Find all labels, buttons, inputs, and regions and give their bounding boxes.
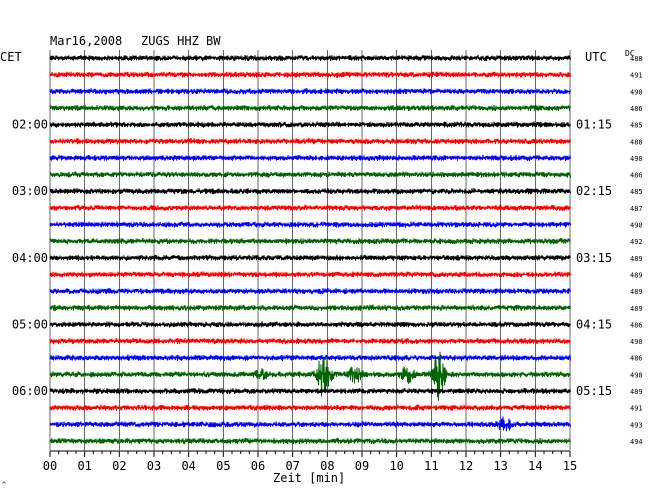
dc-value: 490 [630, 371, 643, 379]
trace-row [49, 54, 571, 62]
trace-row [49, 351, 571, 401]
right-hour-label: 04:15 [576, 317, 612, 331]
dc-value: 486 [630, 321, 643, 329]
x-axis: 00 01 02 03 04 05 06 07 08 09 10 11 12 13 14 15 [43, 450, 577, 473]
x-tick-label: 01 [77, 459, 91, 473]
dc-value: 491 [630, 72, 643, 80]
trace-row [49, 121, 571, 128]
left-timezone-label: CET [0, 50, 22, 64]
trace-row [49, 87, 571, 95]
trace-row [49, 254, 571, 262]
trace-row [49, 304, 571, 312]
x-tick-label: 11 [424, 459, 438, 473]
left-time-labels: 02:00 03:00 04:00 05:00 06:00 [12, 118, 48, 398]
x-tick-label: 02 [112, 459, 126, 473]
dc-value: 485 [630, 188, 643, 196]
right-hour-label: 03:15 [576, 251, 612, 265]
dc-value: 490 [630, 155, 643, 163]
trace-row [49, 71, 571, 79]
x-tick-label: 15 [563, 459, 577, 473]
x-tick-label: 13 [493, 459, 507, 473]
trace-row [49, 137, 571, 145]
trace-row [49, 437, 571, 445]
seismic-traces [49, 54, 571, 445]
right-hour-label: 01:15 [576, 118, 612, 132]
dc-value: 489 [630, 255, 643, 263]
trace-row [49, 170, 571, 178]
trace-row [49, 287, 571, 295]
dc-value: 491 [630, 405, 643, 413]
left-hour-label: 04:00 [12, 251, 48, 265]
right-hour-label: 05:15 [576, 384, 612, 398]
trace-row [49, 104, 571, 112]
x-tick-label: 00 [43, 459, 57, 473]
trace-row [49, 416, 571, 432]
chart-date: Mar16,2008 [50, 34, 122, 48]
x-tick-label: 03 [147, 459, 161, 473]
left-hour-label: 06:00 [12, 384, 48, 398]
chart-station: ZUGS HHZ BW [141, 34, 221, 48]
x-tick-label: 09 [355, 459, 369, 473]
x-tick-label: 10 [389, 459, 403, 473]
x-tick-label: 14 [528, 459, 542, 473]
left-hour-label: 02:00 [12, 118, 48, 132]
dc-value: 487 [630, 205, 643, 213]
right-time-labels: 01:15 02:15 03:15 04:15 05:15 [576, 118, 612, 398]
dc-value: 490 [630, 222, 643, 230]
dc-value: 494 [630, 438, 643, 446]
trace-row [49, 237, 571, 245]
dc-value: 486 [630, 105, 643, 113]
x-tick-label: 06 [251, 459, 265, 473]
x-axis-label: Zeit [min] [273, 471, 345, 485]
dc-value: 490 [630, 338, 643, 346]
x-tick-label: 07 [285, 459, 299, 473]
trace-row [49, 204, 571, 212]
x-tick-label: 08 [320, 459, 334, 473]
corner-mark: ^ [2, 481, 6, 489]
x-tick-label: 05 [216, 459, 230, 473]
dc-values: 488 491 490 486 485 488 490 486 485 487 490 492 489 4… [630, 55, 643, 446]
trace-row [49, 220, 571, 229]
left-hour-label: 03:00 [12, 184, 48, 198]
trace-row [49, 320, 571, 328]
trace-row [49, 354, 571, 362]
grid-lines [49, 50, 571, 450]
x-tick-label: 12 [459, 459, 473, 473]
dc-value: 489 [630, 305, 643, 313]
dc-value: 486 [630, 172, 643, 180]
dc-value: 489 [630, 288, 643, 296]
dc-value: 488 [630, 55, 643, 63]
trace-row [49, 387, 571, 395]
dc-header: DC [625, 49, 635, 58]
dc-value: 493 [630, 421, 643, 429]
dc-value: 492 [630, 238, 643, 246]
dc-value: 488 [630, 138, 643, 146]
dc-value: 490 [630, 88, 643, 96]
trace-row [49, 154, 571, 162]
trace-row [49, 187, 571, 195]
trace-row [49, 337, 571, 345]
right-hour-label: 02:15 [576, 184, 612, 198]
dc-value: 486 [630, 355, 643, 363]
dc-value: 489 [630, 388, 643, 396]
dc-value: 485 [630, 122, 643, 130]
left-hour-label: 05:00 [12, 317, 48, 331]
right-timezone-label: UTC [585, 50, 607, 64]
x-tick-label: 04 [181, 459, 195, 473]
dc-value: 489 [630, 271, 643, 279]
trace-row [49, 404, 571, 412]
trace-row [49, 271, 571, 278]
